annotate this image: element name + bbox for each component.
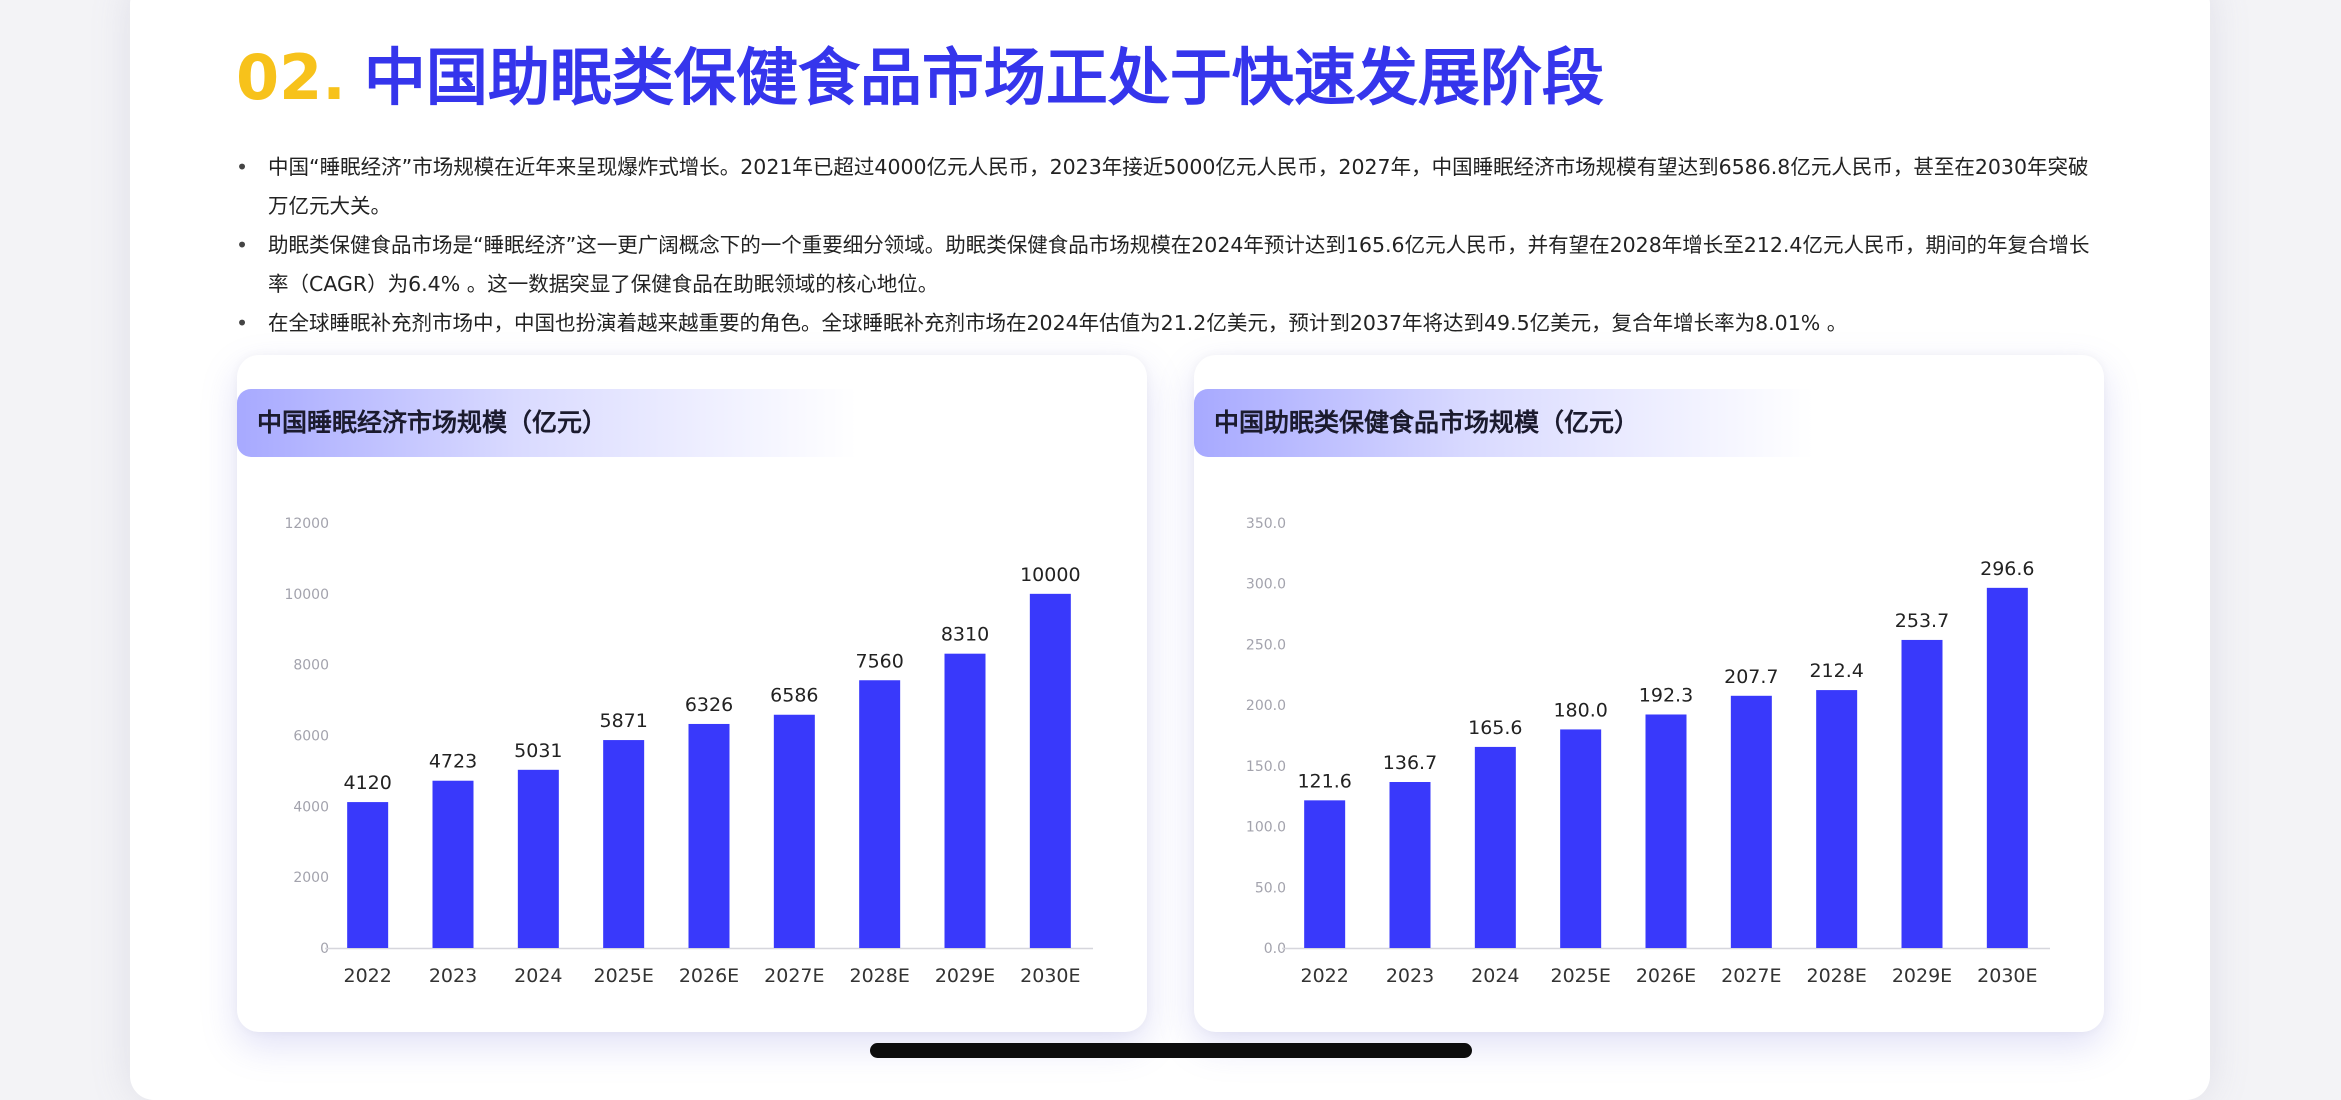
bar [773, 714, 815, 948]
x-tick-label: 2026E [1636, 965, 1696, 987]
bar [1645, 714, 1687, 948]
x-tick-label: 2025E [593, 965, 653, 987]
bar [1901, 639, 1943, 948]
bar [432, 780, 474, 948]
data-label: 192.3 [1639, 684, 1693, 706]
data-label: 6326 [685, 694, 733, 716]
data-label: 207.7 [1724, 666, 1778, 688]
data-label: 5871 [599, 710, 647, 732]
y-tick-label: 250.0 [1246, 637, 1286, 653]
data-label: 253.7 [1895, 610, 1949, 632]
data-label: 4723 [429, 751, 477, 773]
y-tick-label: 300.0 [1246, 577, 1286, 593]
x-tick-label: 2024 [514, 965, 562, 987]
x-tick-label: 2023 [429, 965, 477, 987]
y-tick-label: 150.0 [1246, 759, 1286, 775]
data-label: 7560 [855, 650, 903, 672]
data-label: 165.6 [1468, 717, 1522, 739]
title-text: 中国助眠类保健食品市场正处于快速发展阶段 [363, 41, 1604, 114]
x-tick-label: 2028E [849, 965, 909, 987]
data-label: 6586 [770, 685, 818, 707]
bar [859, 680, 901, 948]
y-tick-label: 0.0 [1264, 941, 1286, 957]
bar [603, 740, 645, 948]
bullet-item: 在全球睡眠补充剂市场中，中国也扮演着越来越重要的角色。全球睡眠补充剂市场在202… [236, 304, 2106, 343]
data-label: 212.4 [1809, 660, 1863, 682]
x-tick-label: 2026E [679, 965, 739, 987]
y-tick-label: 0 [320, 941, 329, 957]
y-tick-label: 4000 [293, 799, 329, 815]
bar [1986, 587, 2028, 948]
bar [1816, 690, 1858, 948]
y-tick-label: 2000 [293, 870, 329, 886]
bar [517, 769, 559, 948]
chart-header: 中国助眠类保健食品市场规模（亿元） [1194, 389, 1814, 457]
chart-sleep-supplements: 0.0 50.0 100.0 150.0 200.0 250.0 300.0 350.0 121… [1246, 516, 2050, 987]
chart-card-sleep-economy: 中国睡眠经济市场规模（亿元） 0 2000 4000 6000 8000 10000 120… [237, 355, 1147, 1032]
data-label: 8310 [941, 624, 989, 646]
y-tick-label: 50.0 [1255, 880, 1286, 896]
y-tick-label: 200.0 [1246, 698, 1286, 714]
bar [1560, 729, 1602, 948]
x-tick-label: 2030E [1020, 965, 1080, 987]
chart-title: 中国睡眠经济市场规模（亿元） [257, 408, 608, 437]
bar [944, 653, 986, 948]
x-tick-label: 2024 [1471, 965, 1519, 987]
chart-header: 中国睡眠经济市场规模（亿元） [237, 389, 857, 457]
x-tick-label: 2029E [1892, 965, 1952, 987]
bar [1304, 800, 1346, 948]
x-tick-label: 2022 [343, 965, 391, 987]
chart-title: 中国助眠类保健食品市场规模（亿元） [1214, 408, 1640, 437]
bar [1474, 746, 1516, 948]
bar [347, 802, 389, 948]
x-tick-label: 2029E [935, 965, 995, 987]
bullet-list: 中国“睡眠经济”市场规模在近年来呈现爆炸式增长。2021年已超过4000亿元人民… [236, 148, 2106, 343]
y-tick-label: 12000 [284, 516, 329, 532]
home-indicator-bar[interactable] [870, 1043, 1472, 1058]
y-tick-label: 10000 [284, 587, 329, 603]
y-tick-label: 8000 [293, 658, 329, 674]
x-tick-label: 2022 [1300, 965, 1348, 987]
page-title: 02. 中国助眠类保健食品市场正处于快速发展阶段 [236, 38, 1604, 118]
bar [688, 723, 730, 948]
data-label: 180.0 [1553, 699, 1607, 721]
chart-card-sleep-supplements: 中国助眠类保健食品市场规模（亿元） 0.0 50.0 100.0 150.0 200.0… [1194, 355, 2104, 1032]
bar [1730, 695, 1772, 948]
data-label: 10000 [1020, 564, 1080, 586]
y-tick-label: 350.0 [1246, 516, 1286, 532]
chart-sleep-economy: 0 2000 4000 6000 8000 10000 12000 4120 2022 4723 2… [284, 516, 1093, 987]
x-tick-label: 2023 [1386, 965, 1434, 987]
data-label: 296.6 [1980, 558, 2034, 580]
bullet-item: 助眠类保健食品市场是“睡眠经济”这一更广阔概念下的一个重要细分领域。助眠类保健食… [236, 226, 2106, 304]
data-label: 4120 [343, 772, 391, 794]
y-tick-label: 6000 [293, 729, 329, 745]
data-label: 136.7 [1383, 752, 1437, 774]
x-tick-label: 2025E [1550, 965, 1610, 987]
x-tick-label: 2027E [764, 965, 824, 987]
bar [1389, 782, 1431, 948]
y-tick-label: 100.0 [1246, 820, 1286, 836]
bullet-item: 中国“睡眠经济”市场规模在近年来呈现爆炸式增长。2021年已超过4000亿元人民… [236, 148, 2106, 226]
x-tick-label: 2030E [1977, 965, 2037, 987]
data-label: 5031 [514, 740, 562, 762]
x-tick-label: 2027E [1721, 965, 1781, 987]
bar [1029, 593, 1071, 948]
x-tick-label: 2028E [1806, 965, 1866, 987]
title-number: 02. [236, 41, 346, 114]
data-label: 121.6 [1297, 770, 1351, 792]
